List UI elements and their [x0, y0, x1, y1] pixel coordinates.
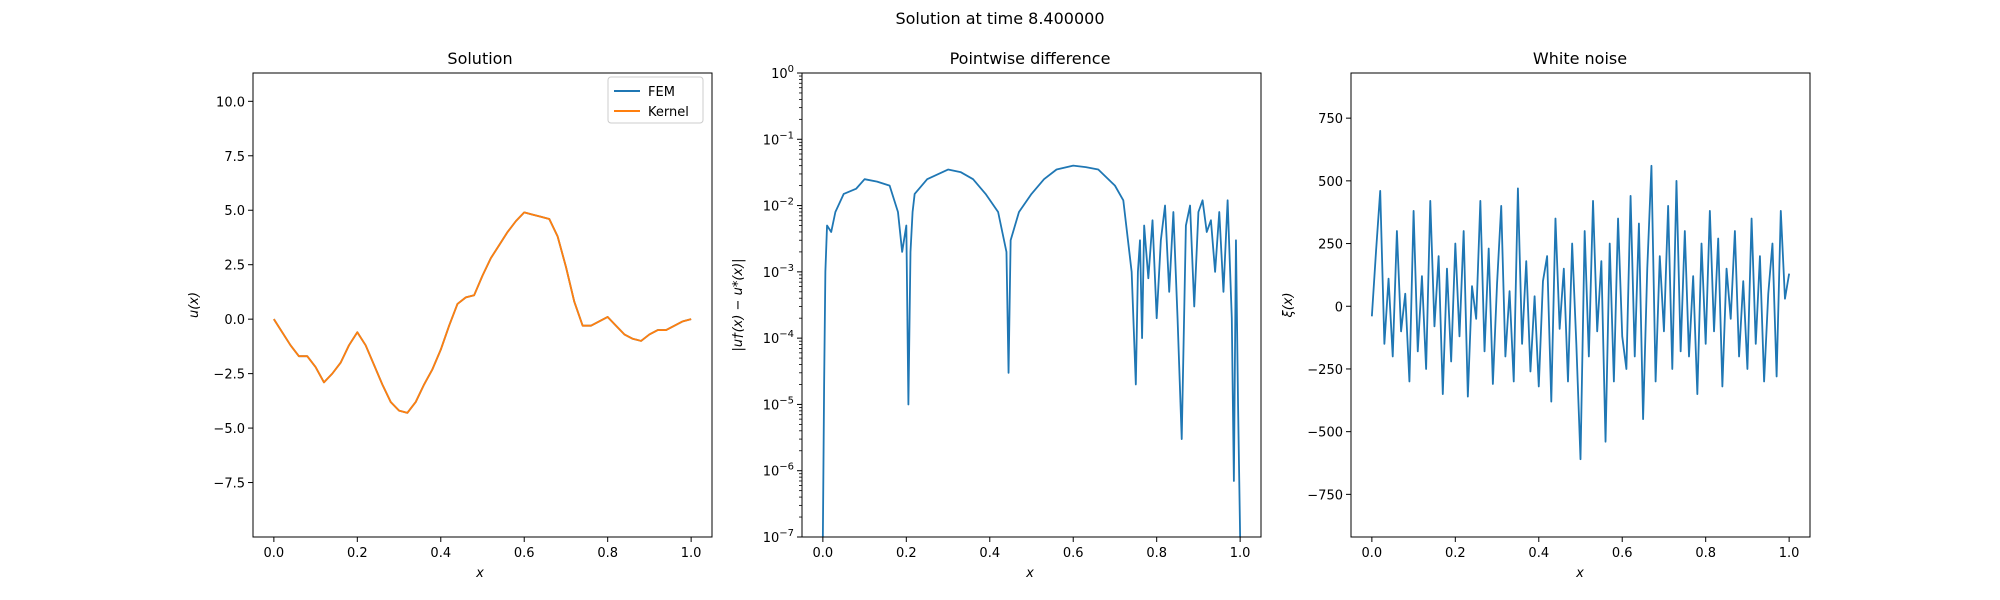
white-noise-x-tick-label: 0.4: [1528, 546, 1549, 561]
white-noise-x-tick-label: 0.2: [1445, 546, 1466, 561]
solution-y-tick-label: −5.0: [213, 422, 245, 437]
white-noise-axes-frame: [1350, 72, 1811, 538]
solution-xlabel: x: [475, 566, 484, 581]
white-noise-x-tick-label: 0.0: [1362, 546, 1383, 561]
white-noise-y-tick-label: −750: [1307, 488, 1343, 503]
difference-y-tick-label: 10−5: [763, 395, 794, 413]
white-noise-panel: White noise 0.0 0.2 0.4 0.6 0.8 1.0 −750 −500 −2…: [1281, 49, 1811, 581]
solution-x-tick-label: 0.2: [347, 546, 368, 561]
legend-kernel-label: Kernel: [648, 105, 689, 120]
difference-y-tick-label: 10−3: [763, 263, 794, 281]
solution-x-tick-label: 0.0: [264, 546, 285, 561]
white-noise-series-noise-line: [1370, 164, 1791, 461]
difference-x-tick-label: 0.6: [1063, 546, 1084, 561]
solution-y-tick-label: 2.5: [224, 259, 245, 274]
difference-title: Pointwise difference: [950, 49, 1111, 68]
legend-fem-label: FEM: [648, 85, 675, 100]
difference-y-tick-exponent: −6: [779, 462, 794, 473]
difference-ylabel: |u†(x) − u*(x)|: [731, 258, 746, 351]
solution-y-tick-label: −7.5: [213, 477, 245, 492]
white-noise-y-tick-label: 0: [1335, 300, 1343, 315]
solution-x-tick-label: 0.6: [514, 546, 535, 561]
solution-panel: Solution 0.0 0.2 0.4 0.6 0.8 1.0−7.5−5.0−2.50…: [187, 49, 713, 581]
white-noise-y-tick-label: 250: [1318, 238, 1343, 253]
legend: FEM Kernel: [607, 76, 704, 124]
solution-x-tick-label: 1.0: [681, 546, 702, 561]
white-noise-x-tick-label: 1.0: [1779, 546, 1800, 561]
difference-y-tick-exponent: −1: [779, 130, 794, 141]
solution-y-tick-label: 5.0: [224, 204, 245, 219]
solution-ylabel: u(x): [187, 292, 202, 318]
difference-y-tick-exponent: −4: [779, 329, 794, 340]
difference-axes-frame: [801, 72, 1262, 538]
white-noise-xlabel: x: [1575, 566, 1584, 581]
white-noise-ylabel: ξ(x): [1281, 292, 1296, 318]
solution-series-kernel-line: [273, 211, 692, 414]
white-noise-y-tick-label: −250: [1307, 363, 1343, 378]
difference-x-tick-label: 0.4: [979, 546, 1000, 561]
solution-y-tick-label: 7.5: [224, 150, 245, 165]
difference-y-tick-label: 10−4: [763, 329, 794, 347]
difference-y-tick-label: 10−1: [763, 130, 794, 148]
difference-panel: Pointwise difference 0.0 0.2 0.4 0.6 0.8 1.0 1…: [731, 49, 1262, 581]
difference-y-tick-label: 10−7: [763, 528, 794, 546]
difference-y-tick-exponent: −2: [779, 197, 794, 208]
difference-x-tick-label: 0.0: [813, 546, 834, 561]
solution-series-fem-line: [273, 211, 692, 414]
difference-y-tick-exponent: −5: [779, 395, 794, 406]
white-noise-title: White noise: [1533, 49, 1627, 68]
difference-y-tick-label: 100: [771, 64, 794, 82]
solution-x-tick-label: 0.4: [430, 546, 451, 561]
figure-suptitle: Solution at time 8.400000: [895, 9, 1104, 28]
difference-x-tick-label: 0.2: [896, 546, 917, 561]
difference-x-tick-label: 0.8: [1146, 546, 1167, 561]
solution-axes-frame: [252, 72, 713, 538]
white-noise-x-tick-label: 0.6: [1612, 546, 1633, 561]
white-noise-y-tick-label: 500: [1318, 175, 1343, 190]
difference-x-tick-label: 1.0: [1230, 546, 1251, 561]
difference-y-tick-exponent: −7: [779, 528, 794, 539]
difference-y-tick-label: 10−2: [763, 197, 794, 215]
white-noise-x-tick-label: 0.8: [1695, 546, 1716, 561]
difference-xlabel: x: [1025, 566, 1034, 581]
difference-y-tick-exponent: 0: [788, 64, 794, 75]
solution-title: Solution: [447, 49, 512, 68]
solution-plot-area: 0.0 0.2 0.4 0.6 0.8 1.0 −7.5 −5.0 −2.5 0.0 2.5 5.0 7…: [213, 72, 713, 561]
difference-plot-area: 0.0 0.2 0.4 0.6 0.8 1.0 10−7 10−6 10−5 10−4 10−3 10…: [763, 64, 1262, 561]
solution-x-tick-label: 0.8: [597, 546, 618, 561]
solution-y-tick-label: 10.0: [216, 95, 245, 110]
difference-y-tick-label: 10−6: [763, 462, 794, 480]
white-noise-y-tick-label: 750: [1318, 112, 1343, 127]
white-noise-y-tick-label: −500: [1307, 426, 1343, 441]
difference-y-tick-exponent: −3: [779, 263, 794, 274]
white-noise-plot-area: 0.0 0.2 0.4 0.6 0.8 1.0 −750 −500 −250 0 250 500 750: [1307, 72, 1811, 561]
solution-y-tick-label: −2.5: [213, 368, 245, 383]
difference-series-difference-line: [821, 164, 1242, 537]
solution-y-tick-label: 0.0: [224, 313, 245, 328]
